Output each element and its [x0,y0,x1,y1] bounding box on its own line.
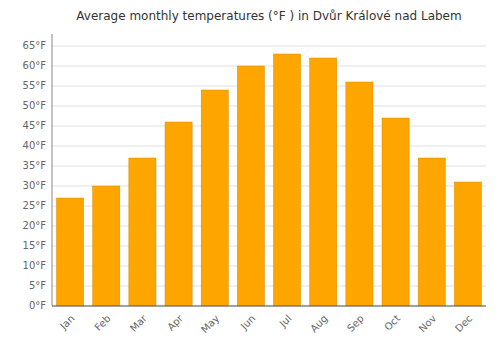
chart-title: Average monthly temperatures (°F ) in Dv… [76,9,461,23]
bar [310,58,337,306]
y-tick-label: 60°F [23,60,47,71]
y-tick-label: 20°F [23,220,47,231]
bar [93,186,120,306]
x-tick-label: Aug [308,313,330,335]
grid-line [52,66,486,67]
chart-container: Average monthly temperatures (°F ) in Dv… [0,0,500,350]
y-tick-label: 35°F [23,160,47,171]
x-tick-label: Sep [345,313,366,334]
y-tick-label: 65°F [23,40,47,51]
y-tick-label: 5°F [29,280,46,291]
x-tick-label: Nov [417,313,439,335]
grid-line [52,46,486,47]
bar [274,54,301,306]
x-tick-label: Apr [165,312,186,333]
bar [418,158,445,306]
grid-line [52,146,486,147]
bar [129,158,156,306]
bar [201,90,228,306]
grid [52,46,486,306]
grid-line [52,306,486,307]
x-tick-label: May [199,313,221,335]
y-axis-line [52,34,53,306]
bar [346,82,373,306]
y-tick-label: 50°F [23,100,47,111]
x-tick-label: Jan [57,313,76,332]
grid-line [52,86,486,87]
chart-svg: Average monthly temperatures (°F ) in Dv… [0,0,500,350]
bar [237,66,264,306]
bar [165,122,192,306]
x-axis-line [52,306,486,307]
bar [382,118,409,306]
x-tick-label: Dec [453,313,474,334]
y-tick-label: 25°F [23,200,47,211]
y-tick-label: 45°F [23,120,47,131]
grid-line [52,126,486,127]
y-tick-label: 0°F [29,300,46,311]
x-tick-label: Feb [92,313,112,333]
y-tick-label: 10°F [23,260,47,271]
bars [57,54,482,306]
bar [454,182,481,306]
x-tick-label: Jun [238,313,258,333]
y-tick-label: 55°F [23,80,47,91]
x-tick-label: Mar [128,312,150,334]
x-tick-label: Oct [382,313,402,333]
y-tick-label: 40°F [23,140,47,151]
bar [57,198,84,306]
grid-line [52,106,486,107]
y-tick-label: 30°F [23,180,47,191]
x-tick-label: Jul [277,313,294,330]
y-tick-label: 15°F [23,240,47,251]
